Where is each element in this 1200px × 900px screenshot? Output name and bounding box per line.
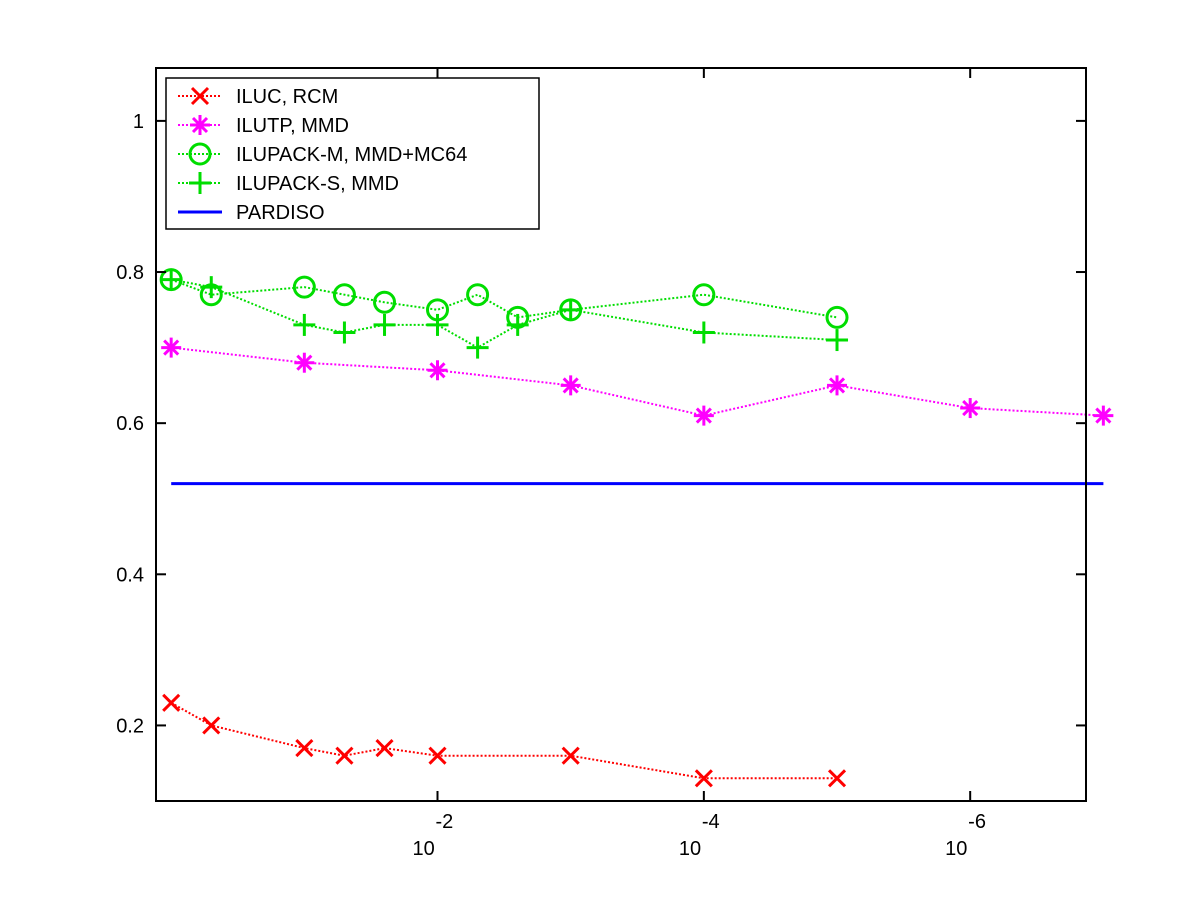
y-tick-label: 0.6 bbox=[116, 413, 144, 435]
data-point bbox=[827, 375, 848, 396]
data-point bbox=[559, 298, 582, 321]
data-point bbox=[160, 268, 183, 291]
axes-box bbox=[155, 67, 1087, 802]
data-point bbox=[161, 337, 182, 358]
legend-marker-stroke bbox=[191, 116, 209, 134]
data-point bbox=[693, 405, 714, 426]
data-point bbox=[960, 398, 981, 419]
data-point-stroke bbox=[561, 746, 580, 765]
data-point bbox=[373, 313, 396, 336]
legend-label: PARDISO bbox=[236, 202, 325, 224]
data-point bbox=[333, 321, 356, 344]
data-point-stroke bbox=[562, 377, 579, 394]
data-point-stroke bbox=[163, 339, 180, 356]
x-tick-label: 10-4 bbox=[679, 811, 720, 860]
legend-marker bbox=[190, 86, 210, 106]
series-layer bbox=[159, 268, 1114, 788]
series-1 bbox=[161, 337, 1114, 426]
data-point bbox=[825, 305, 849, 329]
legend-box bbox=[165, 77, 540, 230]
series-3 bbox=[160, 268, 849, 359]
series-line bbox=[171, 278, 838, 349]
legend-entry: ILUTP, MMD bbox=[178, 115, 349, 137]
data-point bbox=[560, 375, 581, 396]
legend-entry: PARDISO bbox=[178, 202, 325, 224]
series-0 bbox=[162, 693, 847, 788]
data-point-stroke bbox=[335, 746, 354, 765]
data-point bbox=[692, 283, 716, 307]
legend-marker bbox=[190, 115, 210, 135]
data-point bbox=[694, 769, 713, 788]
data-point bbox=[335, 746, 354, 765]
data-point bbox=[692, 321, 715, 344]
data-point-stroke bbox=[375, 739, 394, 758]
series-line bbox=[170, 278, 838, 319]
data-point bbox=[292, 275, 316, 299]
legend-entry: ILUPACK-S, MMD bbox=[178, 172, 399, 195]
x-tick-label: 10-2 bbox=[413, 811, 454, 860]
data-point bbox=[373, 290, 397, 314]
y-tick-label: 0.4 bbox=[116, 564, 144, 586]
data-point bbox=[295, 739, 314, 758]
data-point-stroke bbox=[202, 716, 221, 735]
data-point-stroke bbox=[428, 746, 447, 765]
data-point bbox=[827, 769, 847, 788]
legend: ILUC, RCM ILUTP, MMD ILUPACK-M, MMD+MC64 IL… bbox=[165, 77, 540, 230]
data-point-stroke bbox=[695, 407, 712, 424]
data-point bbox=[294, 352, 315, 373]
x-tick-exponent: -4 bbox=[702, 811, 720, 833]
data-point-stroke bbox=[429, 362, 446, 379]
data-point bbox=[375, 739, 394, 758]
data-point-stroke bbox=[162, 693, 181, 712]
data-point-stroke bbox=[296, 354, 313, 371]
x-tick-base: 10 bbox=[413, 838, 435, 860]
data-point-stroke bbox=[827, 769, 847, 788]
data-point bbox=[202, 716, 221, 735]
data-point bbox=[561, 746, 580, 765]
data-point bbox=[293, 313, 316, 336]
data-point-stroke bbox=[295, 739, 314, 758]
data-point-stroke bbox=[694, 769, 713, 788]
x-tick-base: 10 bbox=[679, 838, 701, 860]
data-point bbox=[426, 313, 449, 336]
data-point bbox=[162, 693, 181, 712]
x-tick-label: 10-6 bbox=[945, 811, 986, 860]
legend-marker bbox=[189, 172, 211, 194]
data-point bbox=[466, 336, 489, 359]
data-point-stroke bbox=[828, 377, 846, 394]
data-point bbox=[826, 329, 849, 352]
series-line bbox=[170, 701, 837, 780]
y-tick-label: 0.2 bbox=[116, 715, 144, 737]
series-line bbox=[171, 346, 1104, 417]
x-tick-exponent: -2 bbox=[436, 811, 454, 833]
legend-marker-stroke bbox=[190, 86, 210, 106]
data-point bbox=[428, 746, 447, 765]
data-point bbox=[506, 313, 529, 336]
legend-label: ILUPACK-S, MMD bbox=[236, 173, 399, 195]
legend-entry: ILUC, RCM bbox=[178, 86, 338, 108]
legend-marker bbox=[188, 142, 212, 166]
data-point-stroke bbox=[962, 399, 979, 417]
data-point bbox=[200, 276, 223, 299]
legend-label: ILUPACK-M, MMD+MC64 bbox=[236, 144, 467, 166]
y-tick-label: 0.8 bbox=[116, 262, 144, 284]
data-point bbox=[1093, 405, 1114, 426]
data-point bbox=[466, 283, 490, 307]
legend-label: ILUTP, MMD bbox=[236, 115, 349, 137]
legend-label: ILUC, RCM bbox=[236, 86, 338, 108]
x-tick-exponent: -6 bbox=[968, 811, 986, 833]
y-tick-label: 1 bbox=[133, 111, 144, 133]
data-point-stroke bbox=[1095, 407, 1112, 424]
legend-entry: ILUPACK-M, MMD+MC64 bbox=[178, 142, 467, 166]
x-tick-base: 10 bbox=[945, 838, 967, 860]
data-point bbox=[332, 283, 356, 307]
data-point bbox=[427, 360, 448, 381]
